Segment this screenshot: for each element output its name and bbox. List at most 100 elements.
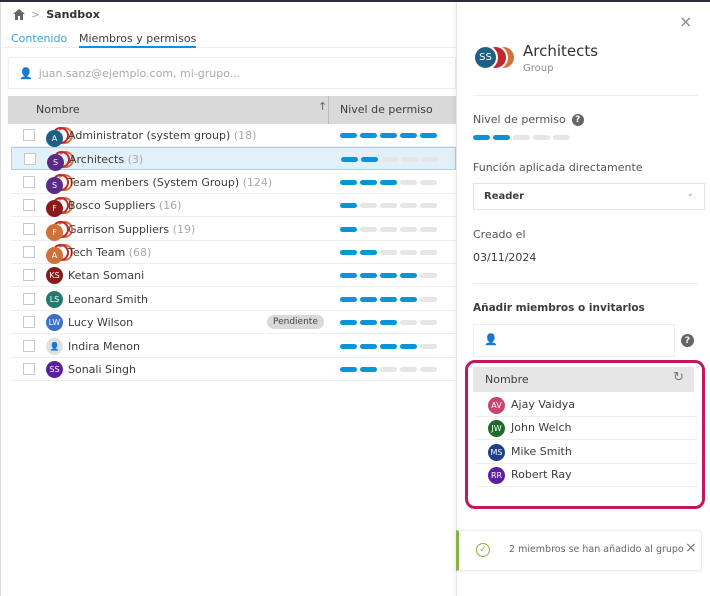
row-checkbox[interactable] — [23, 246, 35, 258]
permission-bar — [340, 179, 357, 185]
member-count: (19) — [172, 222, 196, 236]
close-icon[interactable]: × — [679, 12, 693, 31]
close-toast-icon[interactable]: × — [685, 540, 697, 556]
panel-title: Architects — [523, 42, 599, 60]
divider — [473, 283, 698, 284]
permission-level-bars — [340, 296, 437, 302]
row-checkbox[interactable] — [23, 316, 35, 329]
table-row[interactable]: LW Lucy Wilson Pendiente — [11, 311, 456, 335]
table-row[interactable]: A Tech Team (68) — [11, 241, 456, 264]
suggestion-item[interactable]: RR Robert Ray — [476, 464, 697, 487]
permission-bar — [380, 320, 397, 326]
avatar: F — [46, 200, 63, 218]
success-check-icon: ✓ — [476, 543, 490, 557]
table-row[interactable]: S Team menbers (System Group) (124) — [11, 171, 456, 194]
permission-bar — [420, 273, 437, 279]
members-pane: > Sandbox Contenido Miembros y permisos … — [0, 2, 456, 596]
column-divider[interactable] — [328, 96, 329, 124]
permission-bar — [400, 133, 417, 138]
row-name: Bosco Suppliers (16) — [68, 199, 181, 212]
permission-bar — [360, 273, 377, 279]
table-row[interactable]: KS Ketan Somani — [11, 264, 456, 288]
permission-level-bars — [340, 343, 437, 349]
suggestion-item[interactable]: MS Mike Smith — [476, 441, 697, 464]
permission-bar — [361, 157, 378, 163]
name-text: Architects — [69, 153, 125, 167]
row-name: Sonali Singh — [68, 363, 136, 376]
user-search-icon: 👤 — [19, 66, 33, 80]
permission-bar — [493, 135, 510, 140]
permission-bar — [340, 367, 357, 372]
permission-bar — [533, 135, 550, 140]
permission-bar — [340, 133, 357, 138]
member-name: Robert Ray — [511, 467, 572, 481]
row-checkbox[interactable] — [23, 175, 35, 188]
permission-bar — [400, 296, 417, 302]
column-permission[interactable]: Nivel de permiso — [340, 103, 433, 116]
table-row[interactable]: SS Sonali Singh — [11, 358, 456, 381]
permission-bar — [400, 273, 417, 279]
user-search-icon: 👤 — [484, 333, 498, 346]
table-row[interactable]: S Architects (3) — [11, 147, 456, 172]
avatar: A — [46, 247, 63, 264]
add-members-label: Añadir miembros o invitarlos — [473, 302, 645, 314]
tab-contenido[interactable]: Contenido — [11, 32, 68, 45]
function-value: Reader — [484, 191, 525, 202]
toast-notification: ✓ 2 miembros se han añadido al grupo × — [456, 530, 702, 571]
row-name: Architects (3) — [69, 153, 143, 166]
user-placeholder-icon: 👤 — [46, 337, 63, 355]
add-member-input[interactable]: 👤 — [473, 324, 675, 357]
permission-bar — [400, 320, 417, 326]
search-input[interactable]: 👤 juan.sanz@ejemplo.com, mi-grupo... — [8, 57, 456, 89]
row-name: Indira Menon — [68, 340, 140, 353]
group-icon: F — [46, 197, 74, 218]
table-row[interactable]: F Garrison Suppliers (19) — [11, 218, 456, 241]
refresh-icon[interactable]: ↻ — [673, 370, 684, 385]
permission-level-bars — [340, 367, 437, 372]
suggestion-item[interactable]: JW John Welch — [476, 417, 697, 441]
tabs: Contenido Miembros y permisos — [1, 32, 456, 48]
breadcrumb: > Sandbox — [13, 8, 100, 21]
name-text: Team menbers (System Group) — [68, 175, 240, 189]
panel-subtitle: Group — [523, 63, 554, 74]
row-checkbox[interactable] — [23, 129, 35, 141]
help-icon[interactable]: ? — [571, 113, 584, 126]
status-badge: Pendiente — [267, 315, 324, 330]
table-row[interactable]: F Bosco Suppliers (16) — [11, 194, 456, 218]
name-text: Tech Team — [68, 246, 126, 259]
avatar: A — [46, 130, 63, 147]
permission-bar — [380, 343, 397, 349]
row-checkbox[interactable] — [23, 269, 35, 282]
row-checkbox[interactable] — [23, 339, 35, 352]
name-text: Sonali Singh — [68, 363, 136, 376]
function-select[interactable]: Reader ⌄ — [473, 183, 705, 210]
permission-bar — [473, 135, 490, 140]
table-row[interactable]: A Administrator (system group) (18) — [11, 124, 456, 147]
row-checkbox[interactable] — [23, 363, 35, 375]
table-row[interactable]: 👤 Indira Menon — [11, 335, 456, 358]
permission-bar — [400, 226, 417, 232]
help-icon[interactable]: ? — [681, 334, 694, 347]
row-checkbox[interactable] — [23, 199, 35, 212]
home-icon[interactable] — [13, 9, 25, 20]
permission-level-bars — [341, 157, 438, 163]
permission-level-bars — [340, 250, 437, 255]
column-name[interactable]: Nombre — [36, 103, 80, 116]
suggestion-item[interactable]: AV Ajay Vaidya — [476, 394, 697, 417]
permission-bar — [380, 179, 397, 185]
group-icon: F — [46, 220, 74, 241]
name-text: Garrison Suppliers — [68, 222, 170, 236]
tab-miembros[interactable]: Miembros y permisos — [79, 32, 197, 48]
permission-bar — [340, 343, 357, 349]
member-count: (16) — [158, 199, 182, 213]
permission-bar — [420, 133, 437, 138]
table-row[interactable]: LS Leonard Smith — [11, 288, 456, 311]
row-checkbox[interactable] — [23, 222, 35, 235]
permission-bar — [420, 179, 437, 185]
name-text: Indira Menon — [68, 339, 140, 353]
avatar: AV — [488, 397, 505, 414]
sort-arrow-icon[interactable]: ↑ — [318, 100, 328, 113]
top-bar — [0, 0, 710, 2]
row-checkbox[interactable] — [24, 153, 36, 166]
row-checkbox[interactable] — [23, 292, 35, 305]
